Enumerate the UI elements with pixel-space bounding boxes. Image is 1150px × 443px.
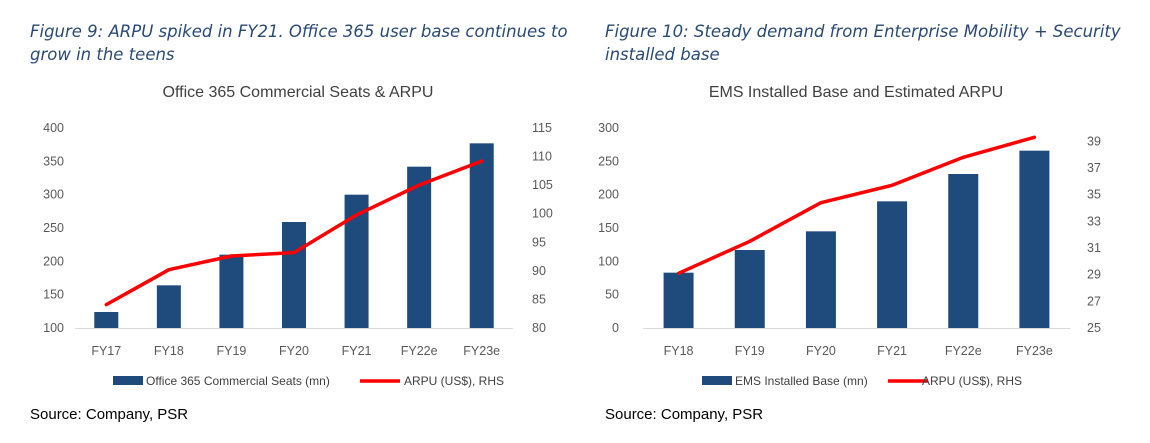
left-axis-tick-label: 200 [598,188,619,202]
category-label: FY18 [154,344,184,358]
legend-label: ARPU (US$), RHS [922,374,1022,388]
bar [877,201,908,328]
bar [469,143,494,328]
right-axis-tick-label: 35 [1087,188,1101,202]
arpu-point [355,213,358,217]
figure-9-panel: Figure 9: ARPU spiked in FY21. Office 36… [30,22,568,423]
legend-bar-swatch [113,376,143,385]
left-axis-tick-label: 150 [598,221,619,235]
bar [948,174,979,328]
left-axis-tick-label: 250 [43,221,64,235]
bar [219,254,244,328]
category-label: FY23e [1016,344,1053,358]
category-label: FY21 [342,344,372,358]
bar [282,222,306,328]
arpu-point [417,183,421,187]
bar [663,272,694,328]
left-axis-tick-label: 400 [43,121,64,135]
left-axis-tick-label: 300 [43,188,64,202]
right-axis-tick-label: 31 [1087,241,1101,255]
category-label: FY17 [91,344,121,358]
arpu-point [819,201,823,204]
right-axis-tick-label: 95 [532,235,546,249]
right-axis-tick-label: 115 [532,121,552,135]
left-axis-tick-label: 100 [598,254,619,268]
office365-seats-arpu-chart: Office 365 Commercial Seats & ARPU 100 150… [43,84,553,388]
arpu-point [230,254,233,258]
figure-caption: Figure 10: Steady demand from Enterprise… [605,22,1121,64]
left-axis-tick-label: 0 [612,321,619,335]
category-label: FY22e [401,344,438,358]
right-axis-tick-label: 100 [532,207,553,221]
arpu-point [890,184,894,187]
figure-10-panel: Figure 10: Steady demand from Enterprise… [575,0,1150,443]
right-axis-tick-label: 39 [1087,134,1101,148]
category-label: FY19 [735,344,765,358]
chart-title: Office 365 Commercial Seats & ARPU [163,84,434,101]
bar [94,312,119,328]
right-axis-tick-label: 37 [1087,161,1101,175]
legend-bar-swatch [702,376,732,385]
left-axis-tick-label: 350 [43,154,64,168]
right-axis-tick-label: 105 [532,178,553,192]
bar [734,250,765,328]
bar [1019,150,1050,328]
category-label: FY20 [279,344,309,358]
bar [805,231,836,328]
arpu-point [167,268,171,271]
right-axis-tick-label: 27 [1087,294,1101,308]
legend-label: EMS Installed Base (mn) [735,374,868,388]
legend-label: Office 365 Commercial Seats (mn) [146,374,330,388]
figure-caption: Figure 9: ARPU spiked in FY21. Office 36… [30,22,568,64]
legend-label: ARPU (US$), RHS [404,374,504,388]
left-axis-tick-label: 300 [598,121,619,135]
arpu-point [677,272,680,275]
left-axis-tick-label: 200 [43,254,64,268]
chart-title: EMS Installed Base and Estimated ARPU [709,84,1003,101]
category-label: FY22e [945,344,982,358]
source-note: Source: Company, PSR [30,406,189,423]
arpu-point [292,251,296,254]
bar [407,166,432,328]
ems-installed-base-arpu-chart: EMS Installed Base and Estimated ARPU 0 50… [598,84,1101,388]
category-label: FY23e [463,344,500,358]
right-axis-tick-label: 85 [532,292,546,306]
category-label: FY18 [664,344,694,358]
arpu-point [748,240,751,243]
right-axis-tick-label: 25 [1087,321,1101,335]
source-note: Source: Company, PSR [605,406,764,423]
right-axis-tick-label: 80 [532,321,546,335]
left-axis-tick-label: 150 [43,288,64,302]
category-label: FY21 [877,344,907,358]
right-axis-tick-label: 33 [1087,214,1101,228]
left-axis-tick-label: 50 [605,288,619,302]
right-axis-tick-label: 29 [1087,268,1101,282]
category-label: FY19 [216,344,246,358]
left-axis-tick-label: 250 [598,154,619,168]
left-axis-tick-label: 100 [43,321,64,335]
arpu-line [676,135,1037,276]
arpu-point [962,156,965,159]
right-axis-tick-label: 110 [532,150,552,164]
arpu-point [1033,136,1036,139]
right-axis-tick-label: 90 [532,264,546,278]
arpu-point [480,159,483,163]
arpu-point [105,303,108,306]
category-label: FY20 [806,344,836,358]
bar [156,285,181,328]
